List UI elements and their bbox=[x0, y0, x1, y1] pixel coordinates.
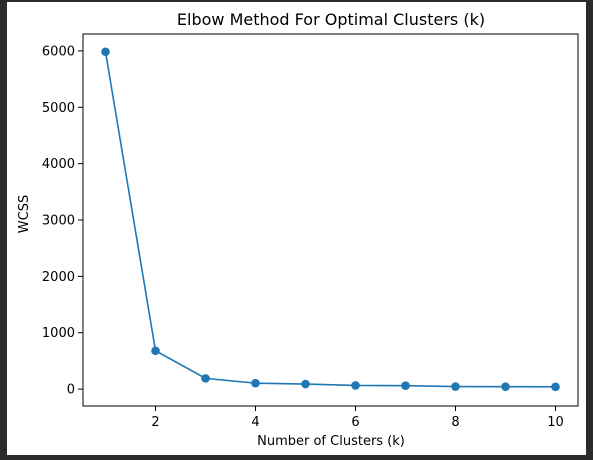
y-tick-label-4000: 4000 bbox=[42, 157, 75, 172]
x-tick-label-8: 8 bbox=[451, 415, 459, 430]
data-point-k10 bbox=[551, 382, 560, 392]
data-point-k8 bbox=[451, 382, 460, 391]
x-tick-label-6: 6 bbox=[351, 415, 359, 430]
data-point-k4 bbox=[251, 378, 260, 388]
x-tick-label-2: 2 bbox=[151, 415, 159, 430]
elbow-chart: Elbow Method For Optimal Clusters (k) Nu… bbox=[17, 10, 579, 449]
y-tick-label-2000: 2000 bbox=[42, 270, 75, 285]
y-tick-label-6000: 6000 bbox=[42, 44, 75, 59]
x-tick-label-10: 10 bbox=[547, 415, 564, 430]
data-point-k2 bbox=[151, 346, 160, 356]
data-point-k7 bbox=[401, 381, 410, 391]
data-point-k1 bbox=[101, 47, 110, 57]
plot-area: 2 4 6 8 10 0 1000 2000 3000 4000 5000 6000 bbox=[42, 33, 579, 430]
y-tick-label-1000: 1000 bbox=[42, 326, 75, 341]
data-point-k5 bbox=[301, 379, 310, 389]
chart-title: Elbow Method For Optimal Clusters (k) bbox=[177, 10, 485, 29]
data-point-k3 bbox=[201, 374, 210, 383]
y-tick-label-5000: 5000 bbox=[42, 101, 75, 116]
data-point-k9 bbox=[501, 382, 510, 392]
y-tick-label-3000: 3000 bbox=[42, 214, 75, 229]
x-axis-label: Number of Clusters (k) bbox=[257, 434, 405, 449]
y-tick-label-0: 0 bbox=[67, 383, 75, 398]
x-tick-label-4: 4 bbox=[251, 415, 259, 430]
chart-figure: Elbow Method For Optimal Clusters (k) Nu… bbox=[7, 2, 586, 455]
y-axis-label: WCSS bbox=[17, 195, 32, 233]
series-line-0 bbox=[104, 51, 556, 388]
data-point-k6 bbox=[351, 381, 360, 390]
